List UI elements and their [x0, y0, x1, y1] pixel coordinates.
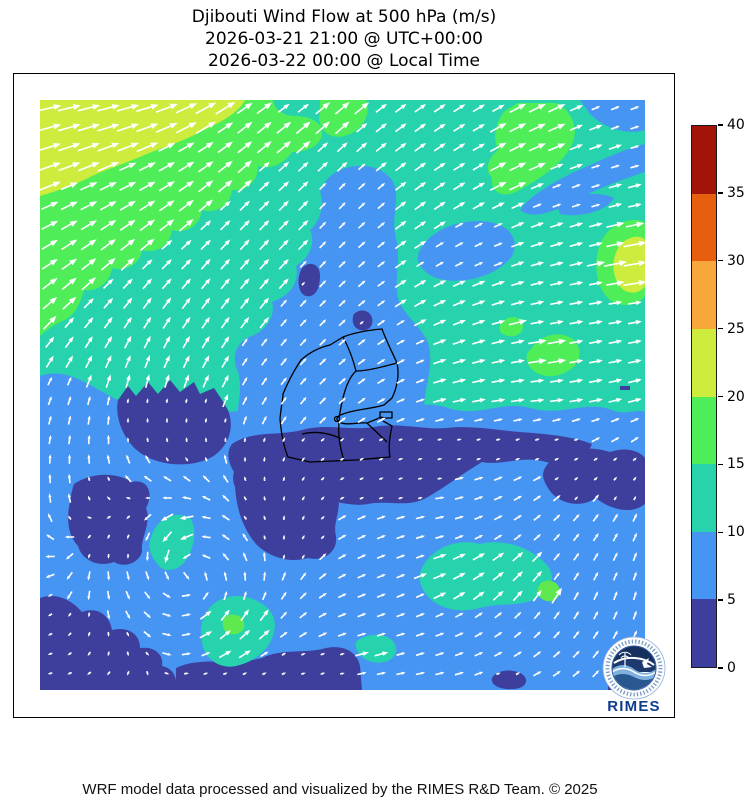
djibouti-boundary-path [366, 422, 388, 443]
title-time-utc: 2026-03-21 21:00 @ UTC+00:00 [205, 29, 483, 49]
colorbar-tickmark [718, 260, 723, 262]
page-title: Djibouti Wind Flow at 500 hPa (m/s) [191, 7, 497, 27]
colorbar-tick-label: 40 [727, 117, 745, 133]
footer-credit: WRF model data processed and visualized … [82, 781, 598, 798]
speed-region-blue-central-tongue [234, 165, 431, 436]
djibouti-boundary-path [379, 411, 393, 419]
colorbar [691, 125, 717, 668]
colorbar-segment [692, 531, 716, 600]
colorbar-tickmark [718, 667, 723, 669]
speed-region-indigo-bottom-band [176, 647, 362, 690]
colorbar-tick-label: 15 [727, 456, 745, 473]
colorbar-segment [692, 464, 716, 532]
speed-region-blue-right-band [417, 221, 515, 281]
lake-assal-outline [333, 415, 341, 423]
colorbar-tickmark [718, 599, 723, 601]
speed-region-indigo-bottomleft [40, 595, 177, 690]
colorbar-tickmark [718, 395, 723, 398]
djibouti-boundary-path [338, 421, 345, 461]
speed-region-blue-topright-streak [558, 193, 614, 216]
colorbar-tick-label: 5 [727, 592, 736, 609]
speed-region-indigo-spot-b [352, 310, 373, 331]
colorbar-tickmark [718, 124, 723, 126]
speed-region-indigo-south-central [235, 466, 339, 561]
colorbar-tickmark [718, 531, 723, 533]
djibouti-boundary-path [301, 431, 345, 441]
speed-region-green-top-patch [319, 100, 368, 137]
colorbar-tick-label: 35 [727, 184, 745, 201]
colorbar-tick-label: 25 [727, 320, 745, 337]
wind-arrow-shafts [40, 105, 640, 678]
speed-region-teal-bottom-bit [355, 634, 397, 663]
rimes-logo: RIMES [602, 636, 666, 715]
speed-region-indigo-spot-a [298, 263, 320, 297]
colorbar-tick-label: 10 [727, 524, 745, 541]
speed-region-green-dot-west [222, 614, 245, 635]
speed-region-indigo-bottom-dot [491, 670, 527, 690]
speed-region-green-topright-blob [487, 103, 575, 195]
colorbar-tickmark [718, 327, 723, 330]
speed-region-green-mid-right-blob [526, 334, 580, 377]
colorbar-tickmark [718, 463, 723, 466]
colorbar-segment [692, 261, 716, 329]
speed-region-green-dot-east [537, 580, 561, 602]
speed-region-teal-swirl-arc [149, 514, 195, 571]
wind-arrows-layer [40, 101, 645, 678]
rimes-emblem-icon [602, 636, 666, 700]
djibouti-boundary-path [279, 328, 399, 463]
colorbar-tick-label: 30 [727, 252, 745, 269]
speed-region-blue-topright-band [520, 144, 645, 215]
wind-speed-shading [40, 100, 645, 690]
colorbar-tickmark [718, 192, 723, 194]
wind-map [40, 100, 645, 690]
speed-region-indigo-sw-upper [68, 474, 150, 565]
speed-region-indigo-west-mass [117, 380, 231, 465]
colorbar-tick-label: 20 [727, 388, 745, 405]
colorbar-segment [692, 126, 716, 194]
title-time-local: 2026-03-22 00:00 @ Local Time [207, 51, 481, 71]
speed-region-indigo-dash [620, 386, 630, 390]
colorbar-segment [692, 328, 716, 397]
speed-region-green-mid-right-dot [499, 317, 524, 337]
colorbar-tick-label: 0 [727, 660, 736, 676]
colorbar-segment [692, 599, 716, 667]
colorbar-segment [692, 193, 716, 262]
rimes-logo-text: RIMES [607, 698, 661, 715]
plot-frame [13, 73, 675, 718]
chart-title-block: Djibouti Wind Flow at 500 hPa (m/s) 2026… [0, 6, 688, 72]
colorbar-segment [692, 396, 716, 465]
